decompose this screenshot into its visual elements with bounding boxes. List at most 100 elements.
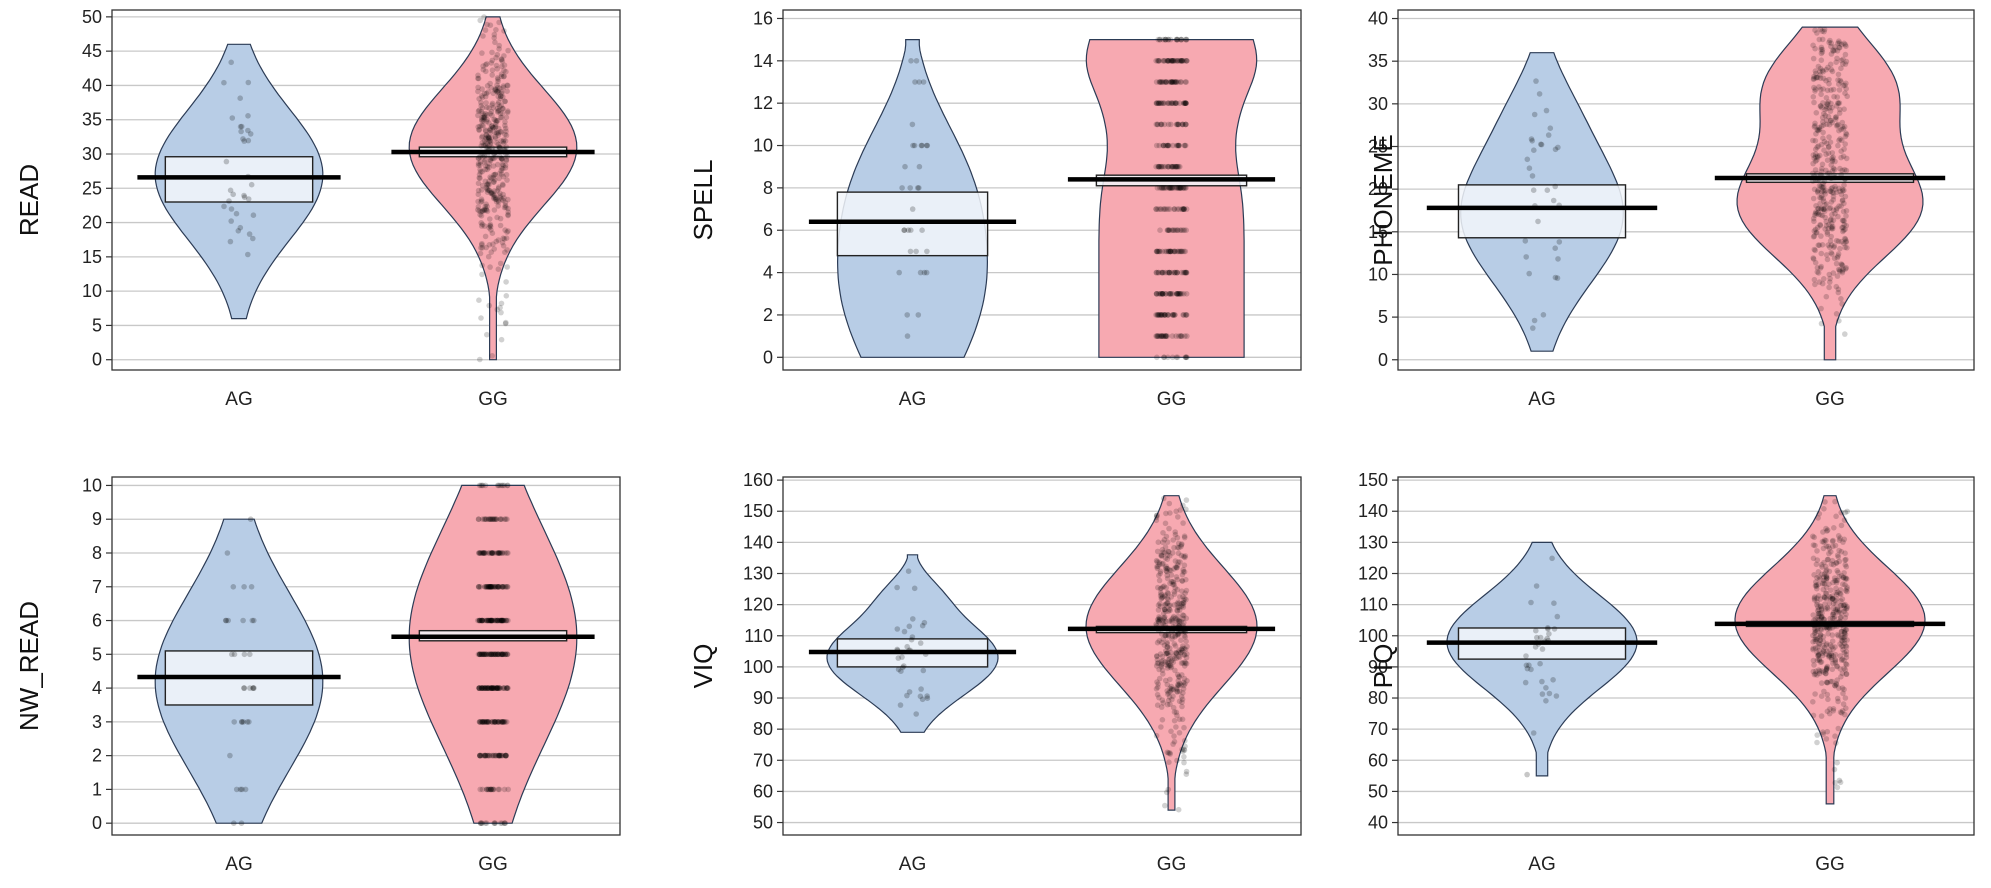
data-point [1169, 58, 1176, 64]
data-point [1820, 206, 1827, 212]
y-tick-label: 0 [92, 350, 102, 370]
data-point [483, 820, 490, 826]
data-point [1178, 333, 1184, 339]
data-point [915, 185, 921, 191]
data-point [494, 617, 501, 624]
data-point [505, 617, 511, 624]
data-point [1829, 155, 1835, 161]
data-point [1843, 131, 1850, 138]
data-point [483, 201, 490, 207]
data-point [483, 184, 490, 191]
x-category-label: GG [1157, 389, 1187, 410]
data-point [1835, 633, 1842, 639]
data-point [1179, 121, 1186, 128]
data-point [1163, 333, 1169, 339]
data-point [1824, 100, 1830, 107]
data-point [1823, 573, 1830, 580]
data-point [1164, 589, 1171, 596]
data-point [484, 617, 491, 624]
data-point [1160, 560, 1166, 567]
data-point [479, 245, 486, 251]
data-point [1167, 649, 1174, 656]
data-point [1828, 561, 1835, 567]
data-point [1173, 724, 1179, 730]
data-point [498, 550, 504, 556]
data-point [498, 167, 505, 174]
data-point [1155, 584, 1161, 591]
data-point [497, 193, 503, 199]
data-point [1550, 197, 1557, 204]
data-point [1815, 127, 1822, 133]
data-point [503, 293, 510, 299]
data-point [1834, 663, 1840, 669]
data-point [1812, 210, 1819, 217]
data-point [496, 651, 503, 658]
data-point [1815, 604, 1821, 610]
data-point [1828, 87, 1834, 93]
data-point [505, 212, 511, 219]
data-point [497, 617, 504, 624]
data-point [1825, 99, 1832, 105]
data-point [1811, 246, 1818, 253]
data-point [500, 83, 507, 89]
data-point [1812, 542, 1818, 549]
data-point [1182, 659, 1188, 665]
data-point [1822, 499, 1828, 505]
data-point [479, 617, 486, 624]
data-point [1833, 59, 1839, 65]
data-point [1180, 312, 1186, 318]
data-point [1180, 100, 1187, 106]
data-point [1158, 312, 1165, 318]
data-point [476, 550, 483, 556]
data-point [1823, 525, 1829, 532]
data-point [487, 156, 494, 163]
data-point [1843, 80, 1849, 87]
data-point [1172, 585, 1178, 591]
data-point [1833, 207, 1840, 213]
data-point [1821, 559, 1827, 566]
data-point [1843, 661, 1849, 667]
data-point [484, 21, 490, 28]
data-point [1841, 221, 1847, 228]
data-point [1154, 512, 1160, 519]
data-point [484, 719, 491, 725]
data-point [1163, 568, 1169, 574]
data-point [1173, 650, 1180, 657]
data-point [1176, 185, 1182, 191]
data-point [1166, 662, 1173, 669]
data-point [1811, 534, 1817, 541]
data-point [1827, 625, 1833, 632]
data-point [244, 719, 251, 725]
data-point [1165, 58, 1171, 64]
data-point [492, 87, 498, 94]
data-point [1827, 108, 1834, 114]
data-point [237, 224, 244, 231]
data-point [1168, 578, 1175, 585]
data-point [1159, 163, 1165, 170]
data-point [499, 155, 505, 162]
data-point [1840, 581, 1846, 587]
data-point [1816, 641, 1823, 648]
violin-gg [1085, 39, 1258, 358]
data-point [1817, 610, 1823, 617]
data-point [1838, 628, 1845, 635]
data-point [498, 651, 505, 658]
data-point [484, 187, 491, 193]
data-point [483, 651, 490, 658]
data-point [1181, 206, 1187, 212]
data-point [494, 685, 500, 691]
data-point [1829, 638, 1836, 644]
data-point [1840, 82, 1847, 89]
data-point [1176, 185, 1182, 191]
data-point [1533, 583, 1540, 589]
data-point [1828, 162, 1834, 168]
data-point [1832, 114, 1839, 121]
data-point [1821, 574, 1827, 580]
data-point [1157, 248, 1163, 255]
data-point [1816, 617, 1822, 623]
data-point [486, 752, 492, 759]
data-point [479, 168, 486, 175]
data-point [1180, 600, 1186, 606]
data-point [1820, 86, 1826, 92]
data-point [1836, 100, 1843, 106]
